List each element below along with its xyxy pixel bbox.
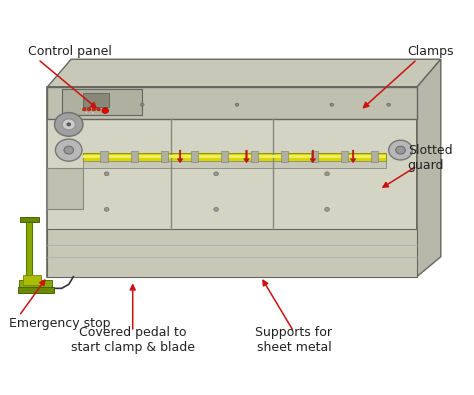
Bar bbox=[23, 275, 41, 285]
Circle shape bbox=[97, 108, 100, 111]
FancyArrow shape bbox=[177, 150, 183, 163]
Bar bbox=[18, 287, 54, 293]
Text: Emergency stop: Emergency stop bbox=[9, 318, 111, 330]
Circle shape bbox=[140, 103, 144, 106]
Circle shape bbox=[214, 207, 219, 211]
Circle shape bbox=[62, 119, 75, 130]
Text: Control panel: Control panel bbox=[28, 45, 112, 58]
Bar bbox=[83, 93, 109, 107]
Circle shape bbox=[55, 113, 83, 136]
Bar bbox=[371, 151, 378, 162]
Bar bbox=[130, 151, 138, 162]
Bar bbox=[19, 280, 52, 288]
Bar bbox=[83, 161, 386, 168]
Circle shape bbox=[102, 108, 109, 113]
Circle shape bbox=[67, 123, 71, 126]
Text: Supports for
sheet metal: Supports for sheet metal bbox=[255, 326, 332, 354]
Bar bbox=[20, 217, 39, 222]
Bar bbox=[310, 151, 318, 162]
Bar bbox=[47, 87, 417, 118]
Text: Clamps: Clamps bbox=[408, 45, 454, 58]
Bar bbox=[83, 153, 386, 162]
Circle shape bbox=[387, 103, 391, 106]
Bar bbox=[62, 89, 142, 115]
Bar bbox=[341, 151, 348, 162]
Text: Slotted
guard: Slotted guard bbox=[408, 144, 452, 172]
Text: Covered pedal to
start clamp & blade: Covered pedal to start clamp & blade bbox=[71, 326, 195, 354]
Bar bbox=[26, 219, 32, 282]
Bar bbox=[191, 151, 198, 162]
Circle shape bbox=[214, 172, 219, 176]
Circle shape bbox=[396, 146, 405, 154]
Polygon shape bbox=[417, 59, 441, 276]
Circle shape bbox=[330, 103, 334, 106]
Polygon shape bbox=[47, 87, 417, 276]
Circle shape bbox=[389, 140, 412, 160]
FancyArrow shape bbox=[310, 150, 316, 163]
Circle shape bbox=[87, 108, 91, 111]
Circle shape bbox=[85, 112, 88, 114]
Circle shape bbox=[325, 207, 329, 211]
Bar bbox=[83, 155, 386, 158]
Circle shape bbox=[104, 207, 109, 211]
Polygon shape bbox=[47, 168, 83, 209]
FancyArrow shape bbox=[350, 150, 356, 163]
Bar bbox=[161, 151, 168, 162]
Circle shape bbox=[104, 172, 109, 176]
Bar bbox=[220, 151, 228, 162]
Circle shape bbox=[91, 112, 94, 114]
FancyArrow shape bbox=[244, 150, 249, 163]
Circle shape bbox=[235, 103, 239, 106]
Circle shape bbox=[325, 172, 329, 176]
Polygon shape bbox=[47, 229, 417, 276]
Bar bbox=[251, 151, 258, 162]
Circle shape bbox=[64, 146, 73, 154]
Circle shape bbox=[92, 108, 96, 111]
Circle shape bbox=[55, 139, 82, 161]
Bar bbox=[281, 151, 288, 162]
Circle shape bbox=[82, 108, 86, 111]
Bar bbox=[100, 151, 108, 162]
Polygon shape bbox=[47, 59, 441, 87]
